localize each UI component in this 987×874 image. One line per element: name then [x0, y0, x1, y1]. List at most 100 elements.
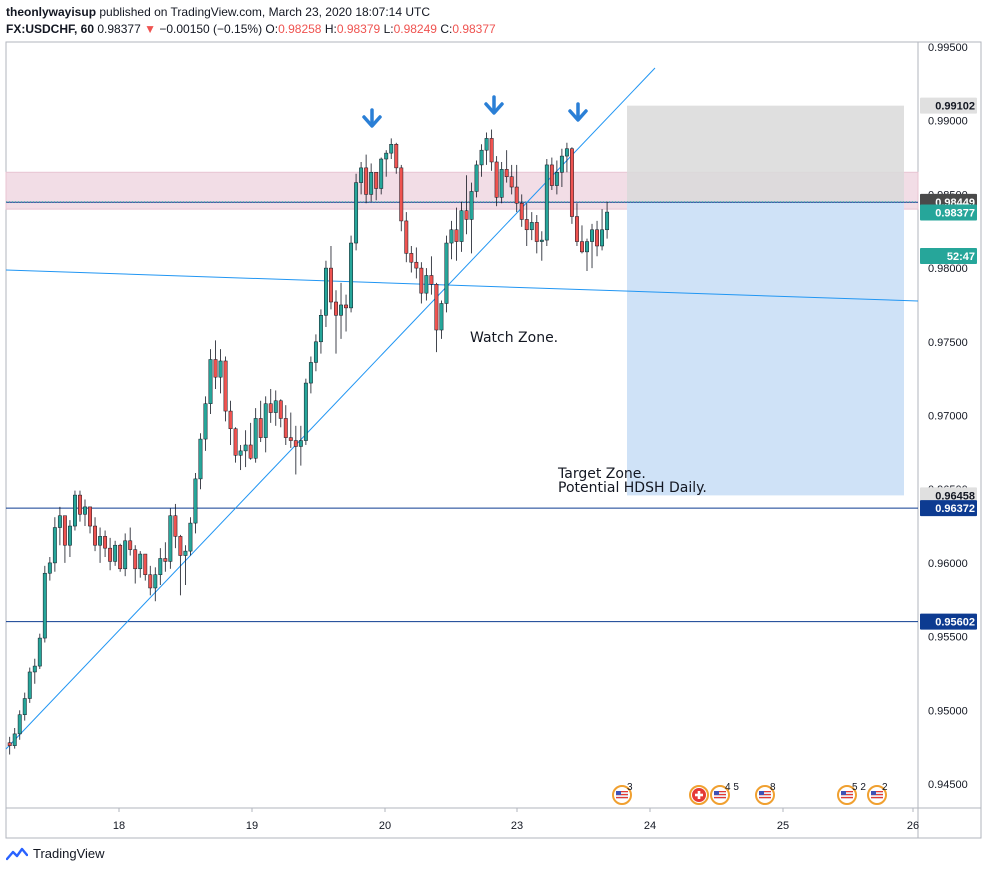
- candle-body: [193, 478, 198, 524]
- candle: [514, 164, 519, 213]
- candle: [263, 396, 268, 453]
- candle-body: [404, 220, 409, 254]
- candle-body: [434, 284, 439, 331]
- candle: [193, 472, 198, 534]
- footer-brand[interactable]: TradingView: [6, 846, 105, 861]
- high-label: H:: [324, 22, 337, 36]
- candle: [585, 238, 589, 272]
- candle-body: [339, 304, 343, 316]
- price-label: 52:47: [920, 248, 977, 264]
- candle: [163, 542, 168, 572]
- author-name[interactable]: theonlywayisup: [6, 5, 97, 19]
- candle-body: [243, 444, 248, 452]
- candle-body: [173, 515, 178, 537]
- candle-body: [379, 158, 384, 189]
- candle-body: [78, 494, 82, 515]
- candle-body: [148, 574, 153, 589]
- y-tick-label: 0.95500: [928, 632, 968, 644]
- candle: [544, 159, 549, 246]
- candle-body: [278, 400, 283, 419]
- candle-body: [444, 242, 449, 304]
- candle-body: [419, 267, 424, 294]
- flag-stripe: [714, 791, 726, 793]
- candle: [213, 340, 218, 389]
- candle: [509, 164, 514, 195]
- price-axis[interactable]: 0.995000.990000.985000.980000.975000.970…: [928, 42, 968, 791]
- candle-body: [233, 428, 238, 456]
- flag-canton: [841, 791, 846, 795]
- candle-body: [57, 515, 62, 528]
- candle: [374, 172, 379, 201]
- flag-stripe: [714, 797, 726, 799]
- candle: [564, 142, 569, 173]
- annotation-target-zone: Target Zone.: [557, 466, 646, 482]
- candle: [409, 245, 414, 273]
- candle: [203, 396, 208, 451]
- candle: [600, 209, 605, 251]
- candle: [12, 727, 17, 749]
- flag-stripe: [759, 791, 771, 793]
- price-label: 0.96458: [920, 487, 977, 504]
- candle: [108, 537, 113, 571]
- candle-body: [489, 138, 494, 163]
- candle-body: [424, 275, 429, 294]
- candle: [479, 144, 484, 177]
- candle-body: [42, 572, 47, 639]
- flag-canton: [714, 791, 719, 795]
- price-label: 0.98377: [920, 204, 977, 221]
- candle: [499, 161, 504, 204]
- candle-body: [329, 267, 333, 303]
- publisher-line: theonlywayisup published on TradingView.…: [6, 5, 430, 19]
- symbol-label: FX:USDCHF, 60: [6, 22, 95, 36]
- candle-body: [7, 742, 12, 746]
- candle: [344, 294, 348, 332]
- price-label-text: 0.96458: [935, 490, 975, 502]
- candle: [47, 557, 52, 581]
- candle-body: [308, 362, 313, 384]
- candle-body: [595, 229, 599, 247]
- candle-body: [27, 671, 32, 699]
- candle: [318, 309, 323, 354]
- x-tick-label: 24: [644, 820, 656, 832]
- candle: [253, 408, 258, 463]
- candle-body: [539, 239, 544, 242]
- candle-body: [88, 506, 92, 527]
- annotation-watch-zone: Watch Zone.: [470, 330, 558, 346]
- candle: [73, 490, 77, 531]
- candle: [349, 235, 354, 313]
- price-label-text: 52:47: [947, 251, 975, 263]
- candle: [313, 334, 318, 372]
- candle: [559, 148, 564, 188]
- price-label: 0.96372: [920, 500, 977, 517]
- candle-body: [524, 219, 529, 231]
- flag-stripe: [759, 797, 771, 799]
- time-axis[interactable]: 18 19 20 23 24 25 26: [113, 808, 919, 832]
- candle: [228, 400, 233, 445]
- candle-body: [268, 403, 273, 413]
- candle: [133, 545, 138, 584]
- candle: [138, 551, 143, 578]
- candle: [549, 157, 554, 190]
- candle: [183, 545, 188, 586]
- price-label-text: 0.96372: [935, 503, 975, 515]
- close-value: 0.98377: [452, 22, 496, 36]
- candle: [454, 207, 459, 261]
- candle: [273, 390, 278, 426]
- candle-body: [47, 562, 52, 574]
- flag-stripe: [616, 797, 628, 799]
- flag-canton: [871, 791, 876, 795]
- candle-body: [454, 229, 459, 242]
- candle: [233, 427, 238, 463]
- candle-body: [464, 210, 469, 220]
- candle: [258, 400, 263, 443]
- target-zone: [627, 202, 904, 496]
- candle: [554, 160, 559, 195]
- candle-body: [384, 152, 389, 160]
- flag-stripe: [616, 794, 628, 796]
- candle: [590, 223, 594, 269]
- candle-body: [218, 360, 223, 378]
- candle-body: [62, 515, 67, 546]
- candle-body: [559, 155, 564, 173]
- candle-body: [605, 211, 610, 231]
